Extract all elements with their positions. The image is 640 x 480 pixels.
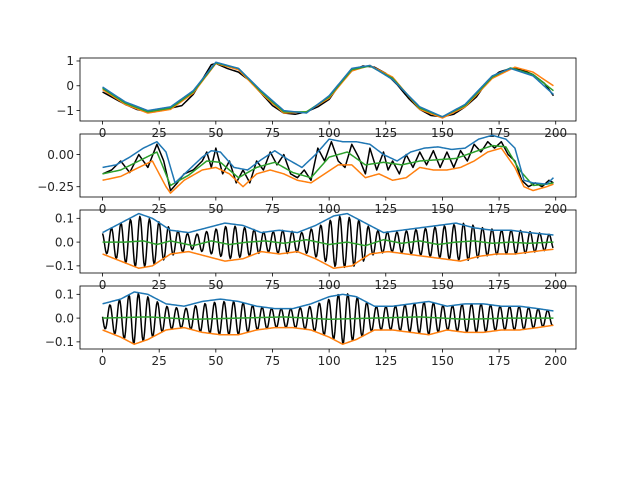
y-tick-label: −0.1 bbox=[45, 335, 74, 349]
series-line-1 bbox=[102, 140, 554, 192]
y-tick-label: 0.1 bbox=[55, 212, 74, 226]
x-tick-label: 25 bbox=[152, 278, 167, 292]
series-line-3 bbox=[102, 238, 554, 247]
subplot-2: 0 25 50 75 100 125 150 175 200 −0.25 0.00 bbox=[37, 133, 577, 216]
x-tick-label: 25 bbox=[152, 126, 167, 140]
x-tick-label: 0 bbox=[99, 126, 107, 140]
series-line-4 bbox=[102, 134, 554, 185]
x-tick-label: 100 bbox=[318, 354, 341, 368]
subplot-4: 0 25 50 75 100 125 150 175 200 −0.1 0.0 0.1 bbox=[45, 285, 577, 368]
x-tick-label: 175 bbox=[488, 354, 511, 368]
x-tick-label: 25 bbox=[152, 354, 167, 368]
series-line-2 bbox=[102, 62, 554, 119]
x-tick-label: 75 bbox=[265, 278, 280, 292]
plot-area bbox=[101, 291, 554, 345]
x-tick-label: 125 bbox=[374, 354, 397, 368]
x-tick-label: 75 bbox=[265, 126, 280, 140]
x-tick-label: 200 bbox=[544, 202, 567, 216]
x-tick-label: 175 bbox=[488, 202, 511, 216]
x-tick-label: 50 bbox=[208, 354, 223, 368]
subplot-3: 0 25 50 75 100 125 150 175 200 −0.1 0.0 0.1 bbox=[45, 209, 577, 292]
x-tick-label: 150 bbox=[431, 278, 454, 292]
x-tick-label: 75 bbox=[265, 354, 280, 368]
y-tick-label: 0.0 bbox=[55, 235, 74, 249]
x-tick-label: 150 bbox=[431, 354, 454, 368]
x-tick-label: 50 bbox=[208, 202, 223, 216]
x-tick-label: 100 bbox=[318, 126, 341, 140]
axes-frame bbox=[79, 285, 577, 350]
y-tick-label: 0.1 bbox=[55, 288, 74, 302]
series-line-3 bbox=[102, 316, 554, 321]
series-line-1 bbox=[102, 62, 555, 118]
series-line-2 bbox=[102, 324, 554, 345]
plot-area bbox=[101, 212, 554, 269]
series-line-4 bbox=[102, 291, 554, 312]
x-tick-label: 150 bbox=[431, 202, 454, 216]
plot-area bbox=[102, 134, 554, 194]
subplot-1: 0 25 50 75 100 125 150 175 200 −1 0 1 bbox=[56, 54, 577, 140]
x-tick-label: 0 bbox=[99, 278, 107, 292]
y-tick-label: 0.0 bbox=[55, 311, 74, 325]
y-tick-label: 0.00 bbox=[47, 148, 74, 162]
y-tick-label: −0.25 bbox=[37, 180, 74, 194]
x-tick-label: 125 bbox=[374, 202, 397, 216]
axes-frame bbox=[79, 209, 577, 274]
x-tick-label: 0 bbox=[99, 354, 107, 368]
y-tick-label: −1 bbox=[56, 104, 74, 118]
x-tick-label: 200 bbox=[544, 354, 567, 368]
x-tick-label: 200 bbox=[544, 126, 567, 140]
x-tick-label: 125 bbox=[374, 278, 397, 292]
x-tick-label: 0 bbox=[99, 202, 107, 216]
series-line-1 bbox=[101, 292, 554, 345]
series-line-2 bbox=[102, 248, 554, 269]
axes-frame bbox=[79, 133, 577, 198]
x-tick-label: 175 bbox=[488, 278, 511, 292]
series-line-4 bbox=[102, 61, 554, 118]
plot-area bbox=[102, 61, 555, 119]
axes-frame bbox=[79, 57, 577, 122]
x-tick-label: 200 bbox=[544, 278, 567, 292]
y-tick-label: 1 bbox=[66, 54, 74, 68]
x-tick-label: 150 bbox=[431, 126, 454, 140]
x-tick-label: 100 bbox=[318, 278, 341, 292]
y-tick-label: 0 bbox=[66, 79, 74, 93]
series-line-4 bbox=[102, 212, 554, 236]
x-tick-label: 25 bbox=[152, 202, 167, 216]
x-tick-label: 175 bbox=[488, 126, 511, 140]
series-line-3 bbox=[102, 62, 554, 118]
y-tick-label: −0.1 bbox=[45, 259, 74, 273]
x-tick-label: 75 bbox=[265, 202, 280, 216]
x-tick-label: 125 bbox=[374, 126, 397, 140]
x-tick-label: 50 bbox=[208, 126, 223, 140]
x-tick-label: 100 bbox=[318, 202, 341, 216]
x-tick-label: 50 bbox=[208, 278, 223, 292]
series-line-2 bbox=[102, 147, 554, 194]
